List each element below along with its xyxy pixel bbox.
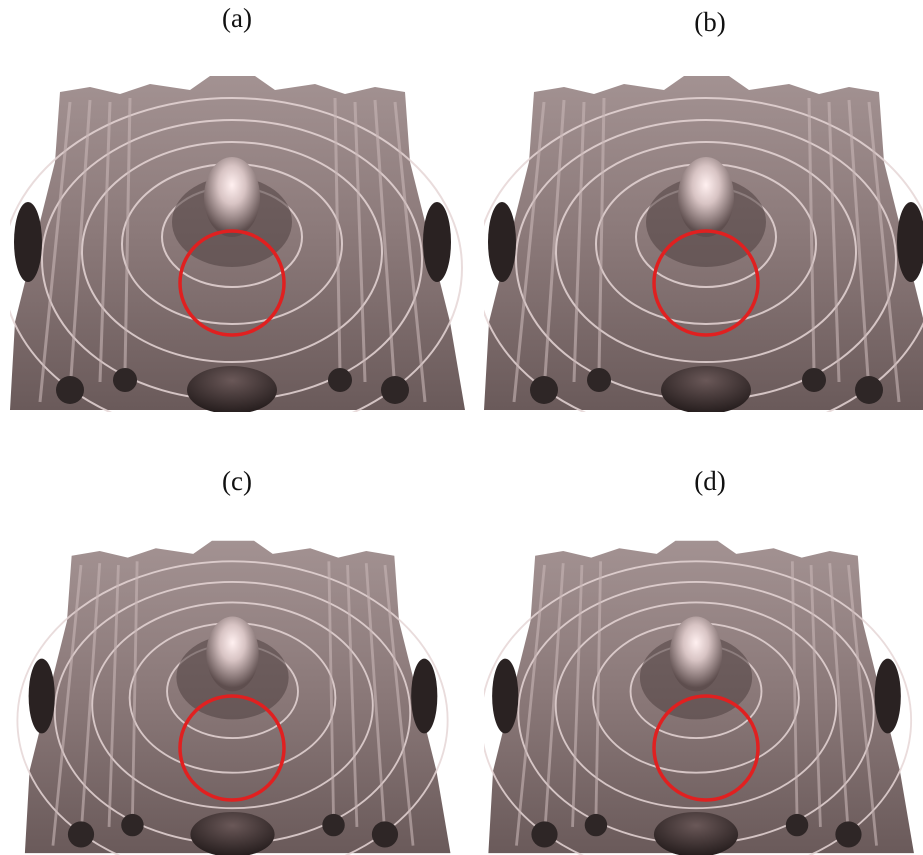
panel-label: (c) [222, 466, 252, 496]
panel: (a) [2, 3, 465, 438]
panel: (d) [481, 466, 914, 855]
panel: (b) [476, 7, 923, 438]
surface-image [476, 76, 923, 438]
panel: (c) [17, 466, 450, 855]
surface-image [17, 541, 450, 855]
panel-label: (d) [694, 466, 725, 496]
panel-label: (b) [694, 7, 725, 37]
figure: (a) (b) (c) (d) [0, 0, 923, 855]
surface-image [2, 76, 465, 438]
panel-label: (a) [222, 3, 252, 33]
